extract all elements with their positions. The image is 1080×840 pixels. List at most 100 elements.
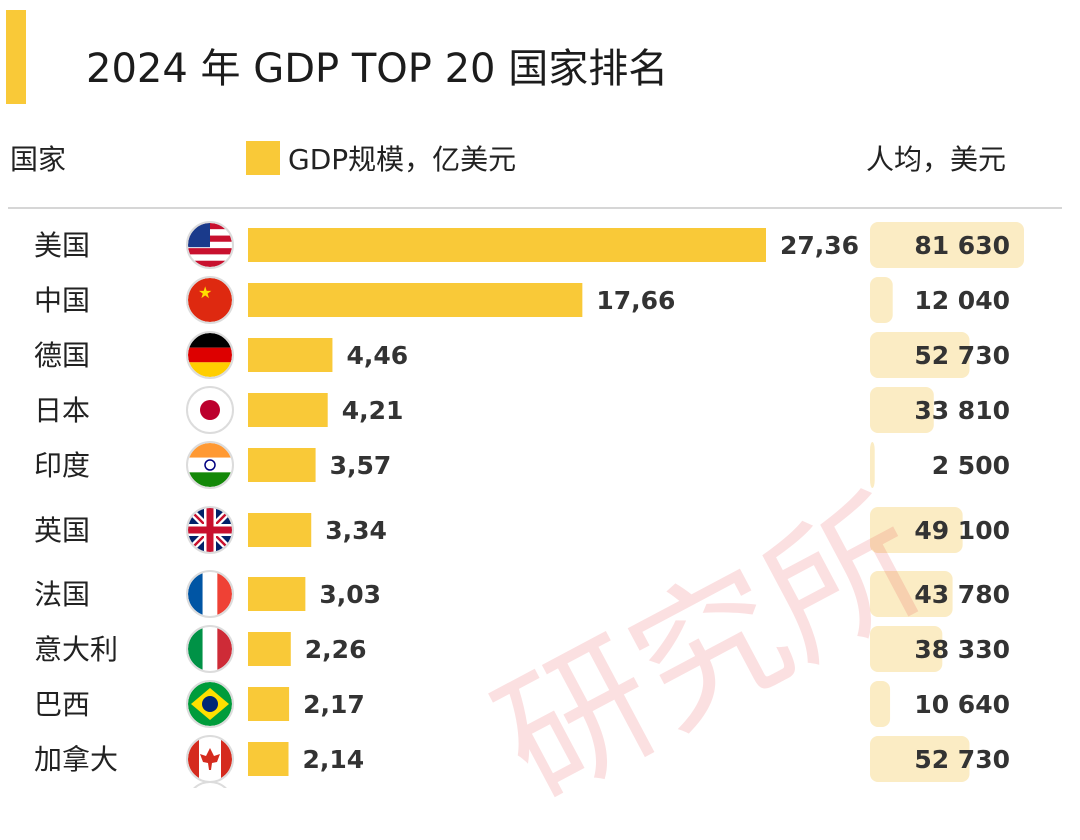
gdp-value-label: 3,34: [325, 516, 387, 545]
legend-label: GDP规模，亿美元: [288, 143, 517, 176]
flag-band: [188, 333, 232, 348]
per-capita-value-label: 33 810: [914, 396, 1010, 425]
gdp-bar: [248, 742, 289, 776]
flag-disc: [200, 400, 220, 420]
flag-content: [188, 223, 232, 267]
per-capita-column-header: 人均，美元: [866, 143, 1007, 176]
country-column-header: 国家: [10, 143, 67, 176]
gdp-bar: [248, 448, 316, 482]
country-label: 美国: [34, 229, 90, 262]
per-capita-bar: [870, 277, 893, 323]
flag-ring: [186, 276, 234, 324]
country-label: 日本: [34, 394, 90, 427]
country-label: 英国: [34, 514, 90, 547]
flag-globe: [202, 696, 218, 712]
flag-wheel: [204, 459, 216, 471]
france-flag-icon: [186, 570, 234, 618]
gdp-bar: [248, 577, 306, 611]
gdp-bar: [248, 283, 583, 317]
country-label: 中国: [34, 284, 90, 317]
flag-content: [188, 737, 232, 781]
country-label: 巴西: [34, 688, 90, 721]
gdp-bar: [248, 632, 291, 666]
gdp-value-label: 4,46: [346, 341, 408, 370]
flag-band: [188, 737, 199, 781]
flag-ring: [186, 386, 234, 434]
per-capita-value-label: 38 330: [914, 635, 1010, 664]
gdp-value-label: 4,21: [342, 396, 404, 425]
gdp-bar: [248, 393, 328, 427]
italy-flag-icon: [186, 625, 234, 673]
legend: GDP规模，亿美元: [246, 138, 516, 178]
uk-flag-icon: [186, 506, 234, 554]
flag-star: ★: [198, 283, 212, 302]
flag-ring: [186, 625, 234, 673]
gdp-bar: [248, 687, 290, 721]
flag-content: [188, 572, 232, 616]
chart-row: 印度 3,57 2 500: [34, 441, 1010, 489]
legend-swatch: [246, 141, 280, 175]
per-capita-value-label: 2 500: [932, 451, 1010, 480]
flag-ring: [186, 506, 234, 554]
flag-band: [188, 362, 232, 377]
gdp-bar: [248, 228, 766, 262]
flag-cross-red: [188, 526, 232, 534]
title-accent-bar: [6, 10, 26, 104]
chart-row: 加拿大 2,14 52 730: [34, 735, 1010, 783]
flag-stripe: [188, 260, 232, 267]
country-label: 印度: [34, 449, 90, 482]
flag-band: [217, 572, 232, 616]
per-capita-value-label: 49 100: [914, 516, 1010, 545]
china-flag-icon: ★: [186, 276, 234, 324]
gdp-bar: [248, 513, 312, 547]
per-capita-bar: [870, 571, 953, 617]
flag-maple-leaf: [200, 748, 220, 770]
flag-content: ★: [188, 278, 232, 322]
flag-band: [188, 572, 203, 616]
germany-flag-icon: [186, 331, 234, 379]
page-title: 2024 年 GDP TOP 20 国家排名: [86, 46, 669, 92]
per-capita-bar: [870, 442, 875, 488]
flag-field: [188, 278, 232, 322]
chart-row: 美国 27,36 81 630: [34, 221, 1024, 269]
per-capita-bar: [870, 736, 970, 782]
russia-flag-icon: [188, 781, 232, 788]
gdp-bar: [248, 338, 333, 372]
per-capita-value-label: 52 730: [914, 341, 1010, 370]
flag-band: [188, 347, 232, 363]
canada-flag-icon: [186, 735, 234, 783]
per-capita-value-label: 10 640: [914, 690, 1010, 719]
country-label: 意大利: [34, 633, 118, 666]
per-capita-value-label: 81 630: [914, 231, 1010, 260]
flag-content: [188, 682, 232, 726]
chart-row: 巴西 2,17 10 640: [34, 680, 1010, 728]
per-capita-bar: [870, 681, 891, 727]
chart-row: 俄罗斯: [188, 781, 232, 788]
flag-band: [202, 627, 218, 671]
per-capita-bar: [870, 332, 970, 378]
flag-band: [188, 443, 232, 458]
flag-stripe: [188, 248, 232, 255]
gdp-value-label: 3,57: [330, 451, 392, 480]
flag-canton: [188, 223, 210, 248]
per-capita-bar: [870, 387, 934, 433]
chart-row: 日本 4,21 33 810: [34, 386, 1010, 434]
chart-row: 德国 4,46 52 730: [34, 331, 1010, 379]
country-label: 法国: [34, 578, 90, 611]
flag-ring: [186, 331, 234, 379]
brazil-flag-icon: [186, 680, 234, 728]
per-capita-value-label: 43 780: [914, 580, 1010, 609]
flag-band: [188, 472, 232, 487]
japan-flag-icon: [186, 386, 234, 434]
flag-ring: [186, 441, 234, 489]
gdp-value-label: 2,14: [303, 745, 365, 774]
flag-content: [188, 783, 232, 788]
flag-content: [188, 333, 232, 377]
per-capita-bar: [870, 626, 943, 672]
flag-content: [188, 443, 232, 487]
chart-row: 意大利 2,26 38 330: [34, 625, 1010, 673]
flag-band: [188, 457, 232, 473]
per-capita-value-label: 52 730: [914, 745, 1010, 774]
flag-content: [188, 508, 232, 552]
gdp-bar-chart: 美国 27,36 81 630 中国 ★ 17,66 12 040 德国 4,46 52 730 日…: [34, 221, 1024, 788]
